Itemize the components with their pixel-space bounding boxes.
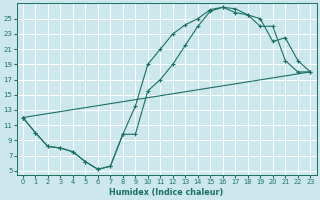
- X-axis label: Humidex (Indice chaleur): Humidex (Indice chaleur): [109, 188, 224, 197]
